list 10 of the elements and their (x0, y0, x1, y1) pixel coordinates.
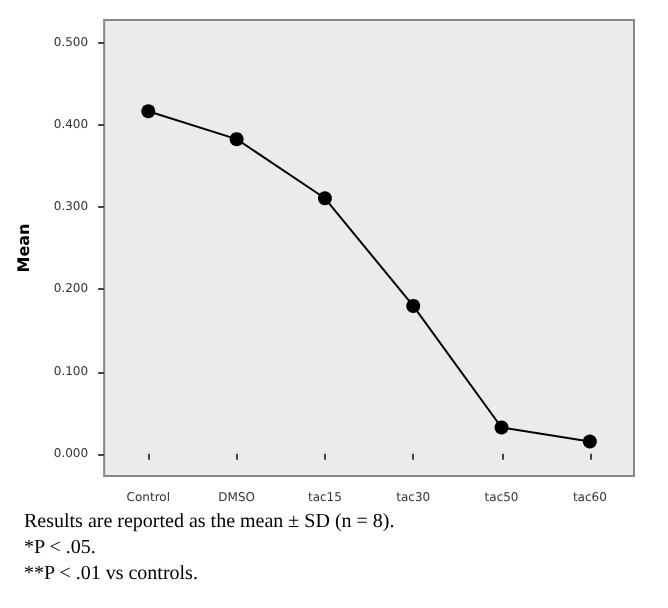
y-axis-title: Mean (15, 222, 33, 273)
point (582, 434, 597, 449)
text: *P < .05. (24, 537, 96, 559)
point (406, 298, 421, 313)
text: Results are reported as the mean ± SD (n = 8). (24, 511, 395, 533)
point (141, 104, 156, 119)
point (494, 420, 509, 435)
point (229, 132, 244, 147)
text: **P < .01 vs controls. (24, 563, 198, 585)
point (317, 191, 332, 206)
